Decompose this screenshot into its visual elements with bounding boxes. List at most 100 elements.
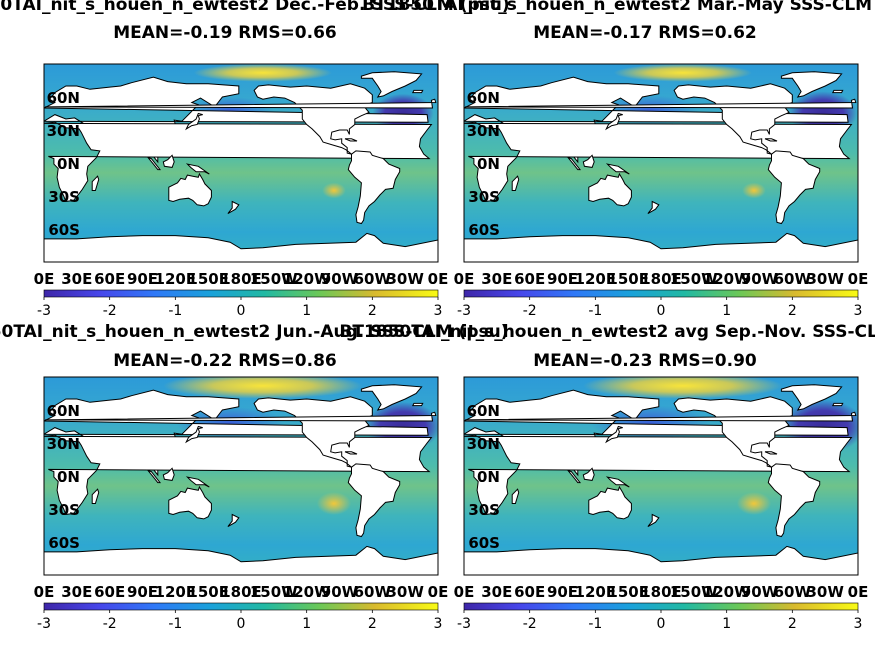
x-tick-label: 180E (640, 583, 682, 601)
map-frame (463, 63, 859, 263)
map-frame (43, 63, 439, 263)
x-tick-label: 150E (607, 270, 649, 288)
x-tick-label: 60W (354, 583, 392, 601)
colorbar-tick-label: -2 (523, 303, 537, 319)
map-frame (43, 376, 439, 576)
x-tick-label: 90W (321, 270, 359, 288)
y-tick-label: 60N (47, 402, 80, 420)
panel-1: BT1850TAI_nit_s_houen_n_ewtest2 Dec.-Feb… (0, 0, 510, 319)
land-nz (647, 513, 660, 528)
x-tick-label: 60E (514, 583, 545, 601)
x-tick-label: 60E (94, 270, 125, 288)
colorbar-tick-label: 1 (302, 303, 311, 319)
land-iceland (411, 402, 424, 407)
colorbar-tick-label: 3 (434, 303, 443, 319)
land-sam (347, 463, 401, 538)
land-australia (588, 172, 632, 207)
colorbar-tick-label: 1 (302, 616, 311, 632)
x-tick-label: 60W (774, 270, 812, 288)
colorbar-tick-label: -1 (168, 303, 182, 319)
colorbar-tick-label: -2 (103, 303, 117, 319)
land-newguinea (605, 163, 630, 175)
colorbar-tick-label: 3 (854, 616, 863, 632)
x-tick-label: 180E (220, 270, 262, 288)
x-tick-label: 120W (283, 583, 331, 601)
colorbar-tick-label: 1 (722, 616, 731, 632)
land-nam (673, 396, 793, 468)
colorbar-tick-label: 2 (368, 616, 377, 632)
land-antarctica (44, 232, 438, 262)
x-tick-label: 30W (806, 270, 844, 288)
land-sam (347, 150, 401, 225)
panel-2: BT1850TAI_nit_s_houen_n_ewtest2 Mar.-May… (362, 0, 875, 319)
land-indonesia_borneo (582, 154, 595, 168)
y-tick-label: 0N (477, 155, 500, 173)
colorbar-tick-label: 2 (368, 303, 377, 319)
colorbar-gradient (463, 602, 859, 611)
land-indonesia_borneo (162, 467, 175, 481)
arctic-salty-patch (613, 64, 752, 82)
x-tick-label: 0E (428, 583, 449, 601)
land-japan (185, 112, 203, 131)
colorbar-tick-label: -3 (457, 303, 471, 319)
x-tick-label: 120E (575, 270, 617, 288)
panel-title: BT1850TAI_nit_s_houen_n_ewtest2 avg Sep.… (339, 322, 875, 342)
panel-title: BT1850TAI_nit_s_houen_n_ewtest2 Dec.-Feb… (0, 0, 510, 15)
colorbar: -3 -2 -1 0 1 2 3 (457, 289, 862, 319)
x-tick-label: 90E (127, 583, 158, 601)
colorbar-tick-label: -1 (588, 303, 602, 319)
x-tick-label: 30E (61, 270, 92, 288)
y-tick-label: 30S (468, 501, 500, 519)
y-tick-label: 30N (47, 122, 80, 140)
land-iceland (831, 402, 844, 407)
panel-3: BT1850TAI_nit_s_houen_n_ewtest2 Jun.-Aug… (0, 322, 509, 632)
x-tick-label: 30W (386, 583, 424, 601)
land-australia (168, 172, 212, 207)
land-australia (588, 485, 632, 520)
land-japan (605, 425, 623, 444)
x-tick-label: 150E (187, 583, 229, 601)
y-tick-label: 0N (57, 468, 80, 486)
colorbar-tick-label: -1 (168, 616, 182, 632)
land-indonesia_borneo (582, 467, 595, 481)
colorbar-gradient (43, 602, 439, 611)
colorbar-tick-label: -3 (457, 616, 471, 632)
y-tick-label: 30S (468, 188, 500, 206)
x-tick-label: 60W (774, 583, 812, 601)
x-tick-label: 0E (34, 583, 55, 601)
colorbar-tick-label: 0 (237, 616, 246, 632)
x-tick-label: 150W (670, 583, 718, 601)
land-nz (647, 200, 660, 215)
land-antarctica (464, 545, 858, 575)
panel-stats: MEAN=-0.23 RMS=0.90 (533, 351, 757, 371)
land-nz (227, 513, 240, 528)
y-tick-label: 60S (48, 534, 80, 552)
colorbar-tick-label: 2 (788, 616, 797, 632)
x-tick-label: 120E (155, 270, 197, 288)
y-tick-label: 0N (57, 155, 80, 173)
y-tick-label: 60N (467, 402, 500, 420)
x-tick-label: 120W (703, 583, 751, 601)
land-iceland (831, 89, 844, 94)
colorbar-gradient (43, 289, 439, 298)
land-greenland (360, 384, 423, 411)
colorbar-tick-label: 0 (657, 616, 666, 632)
colorbar-gradient (463, 289, 859, 298)
colorbar-tick-label: 3 (434, 616, 443, 632)
land-cuba (764, 138, 778, 142)
map-frame (463, 376, 859, 576)
y-tick-label: 60S (48, 221, 80, 239)
land-greenland (360, 71, 423, 98)
x-tick-label: 90W (741, 270, 779, 288)
panel-title: BT1850TAI_nit_s_houen_n_ewtest2 Jun.-Aug… (0, 322, 509, 342)
colorbar-tick-label: 0 (237, 303, 246, 319)
x-tick-label: 30W (806, 583, 844, 601)
x-tick-label: 120W (703, 270, 751, 288)
arctic-salty-patch (163, 377, 363, 399)
x-tick-label: 150W (250, 270, 298, 288)
x-tick-label: 30E (481, 583, 512, 601)
